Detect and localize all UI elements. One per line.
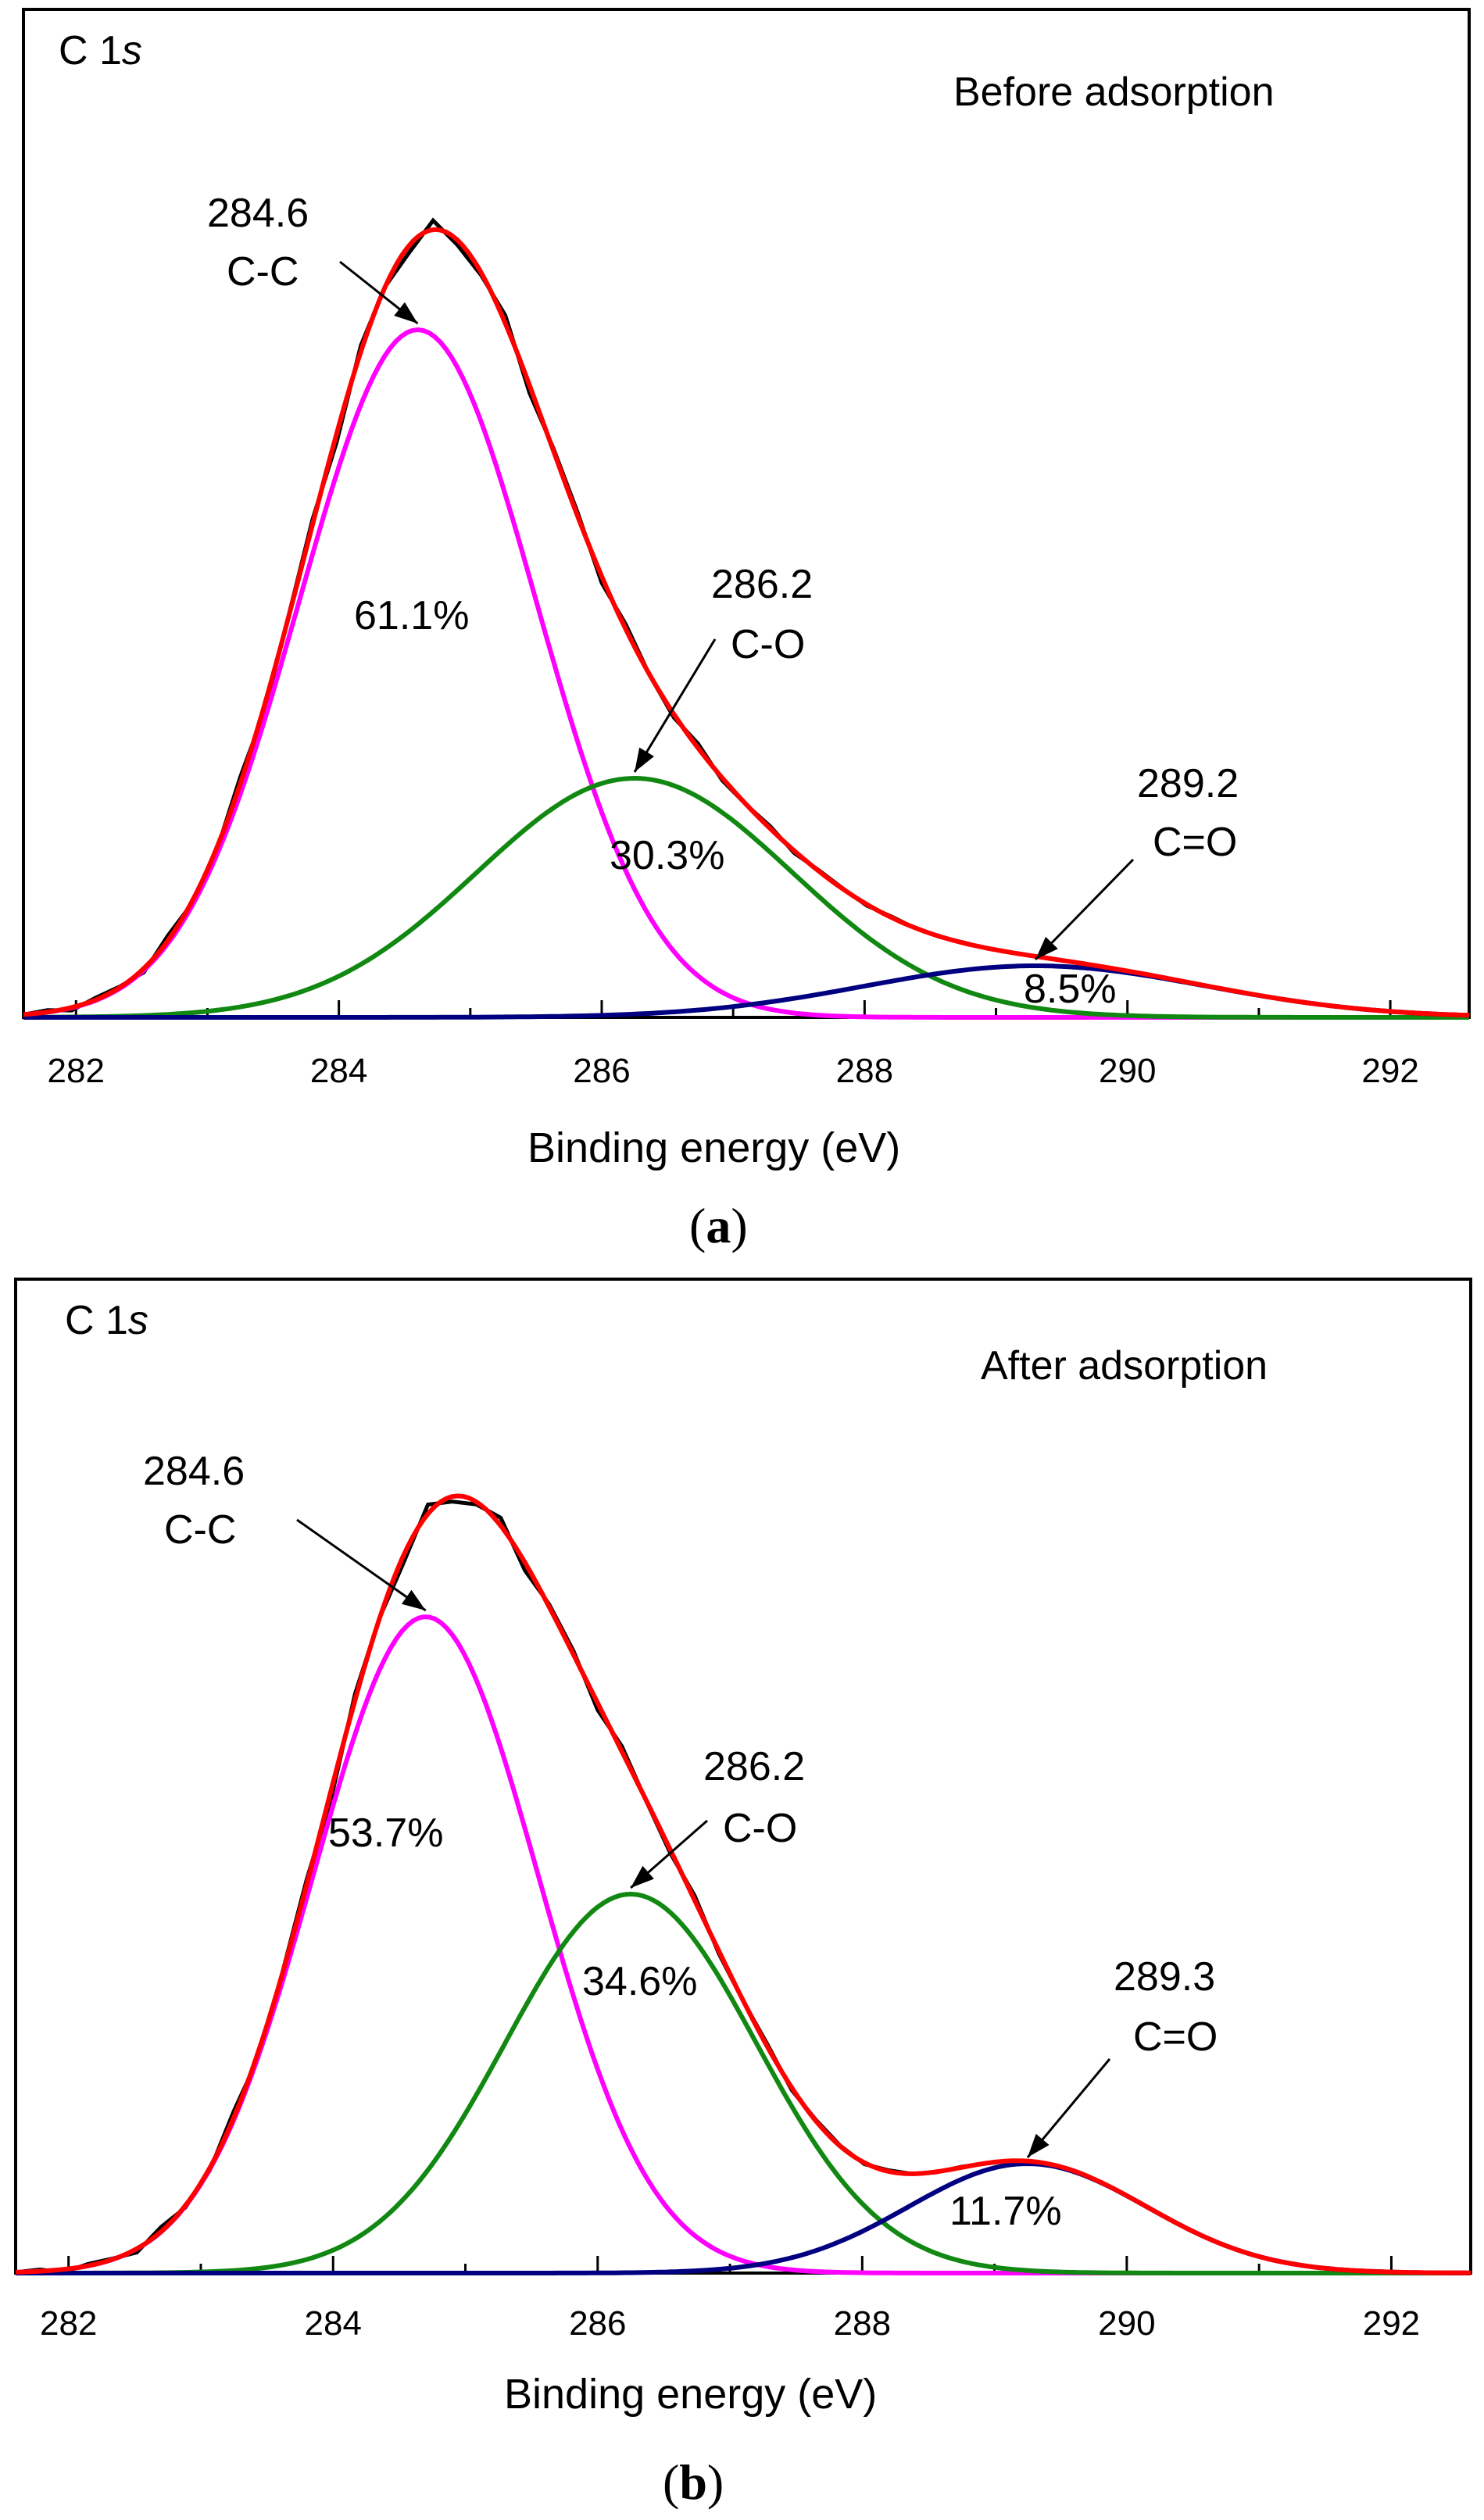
x-tick-label: 292 xyxy=(1363,2304,1420,2343)
annotation-arrow-line xyxy=(633,638,717,773)
condition-label-b: After adsorption xyxy=(981,1343,1268,1389)
annotation-arrows-a xyxy=(339,260,1135,961)
x-tick-label: 290 xyxy=(1099,1052,1156,1090)
plot-frame-b xyxy=(14,1278,1472,2275)
x-tick-label: 290 xyxy=(1098,2304,1155,2343)
peak-position-co-a: 286.2 xyxy=(711,562,813,607)
x-tick-label: 288 xyxy=(836,1052,893,1090)
peak-position-cc-a: 284.6 xyxy=(207,191,309,236)
element-label-b: C 1s xyxy=(65,1298,148,1343)
panel-caption-a: (a) xyxy=(689,1198,748,1253)
x-axis-ticks-a: 282 284 286 288 290 292 xyxy=(48,1000,1419,1090)
peak-bond-ceo-a: C=O xyxy=(1153,820,1237,865)
peak-bond-co-a: C-O xyxy=(731,622,805,667)
fit-curves-a xyxy=(23,217,1470,1020)
x-axis-title-b: Binding energy (eV) xyxy=(504,2371,877,2418)
condition-label-a: Before adsorption xyxy=(953,70,1275,115)
x-tick-label: 282 xyxy=(48,1052,105,1090)
peak-bond-cc-b: C-C xyxy=(164,1507,236,1553)
peak-position-cc-b: 284.6 xyxy=(143,1449,245,1494)
fit-component-c-c xyxy=(23,327,1469,1020)
annotation-arrow-head xyxy=(394,302,418,323)
x-tick-label: 284 xyxy=(305,2304,362,2343)
x-tick-label: 286 xyxy=(573,1052,630,1090)
fit-curves-b xyxy=(15,1493,1471,2275)
peak-area-cc-a: 61.1% xyxy=(354,593,469,638)
peak-area-ceo-b: 11.7% xyxy=(949,2189,1062,2234)
annotation-arrow-line xyxy=(296,1518,427,1612)
panel-b: 282 284 286 288 290 292 C 1s After adsorption… xyxy=(14,1278,1472,2510)
x-tick-label: 282 xyxy=(40,2304,97,2343)
peak-area-cc-b: 53.7% xyxy=(328,1810,443,1856)
annotation-arrows-b xyxy=(296,1518,1111,2158)
annotation-arrow-head xyxy=(401,1589,426,1610)
fit-component-c-c xyxy=(15,1614,1471,2275)
fit-component-ceo xyxy=(23,963,1470,1020)
peak-position-ceo-a: 289.2 xyxy=(1137,761,1239,806)
peak-bond-co-b: C-O xyxy=(723,1806,797,1851)
panel-caption-b: (b) xyxy=(663,2454,724,2510)
fit-component-c-o xyxy=(16,1891,1471,2275)
measured-spectrum xyxy=(15,1499,1471,2275)
measured-spectrum xyxy=(23,217,1470,1017)
annotation-arrow-head xyxy=(631,1865,654,1888)
annotation-arrow-head xyxy=(1035,936,1058,960)
peak-position-ceo-b: 289.3 xyxy=(1114,1954,1215,2000)
x-tick-label: 284 xyxy=(310,1052,367,1090)
peak-area-co-b: 34.6% xyxy=(582,1959,697,2004)
annotation-arrow-head xyxy=(635,747,654,772)
x-axis-title-a: Binding energy (eV) xyxy=(527,1124,900,1171)
peak-bond-cc-a: C-C xyxy=(227,249,299,295)
peak-bond-ceo-b: C=O xyxy=(1133,2014,1218,2060)
panel-a: 282 284 286 288 290 292 C 1s Before adsorptio… xyxy=(22,8,1471,1253)
x-tick-label: 288 xyxy=(834,2304,891,2343)
x-axis-ticks-b: 282 284 286 288 290 292 xyxy=(40,2256,1420,2343)
element-label-a: C 1s xyxy=(59,28,142,73)
peak-position-co-b: 286.2 xyxy=(703,1744,805,1789)
fit-envelope xyxy=(15,1493,1471,2275)
fit-component-c-o xyxy=(23,775,1469,1020)
annotation-arrow-head xyxy=(1027,2133,1050,2157)
x-tick-label: 286 xyxy=(569,2304,626,2343)
peak-area-ceo-a: 8.5% xyxy=(1024,967,1117,1012)
peak-area-co-a: 30.3% xyxy=(610,833,724,878)
fit-envelope xyxy=(23,227,1470,1018)
x-tick-label: 292 xyxy=(1361,1052,1418,1090)
plot-frame-a xyxy=(22,8,1471,1019)
